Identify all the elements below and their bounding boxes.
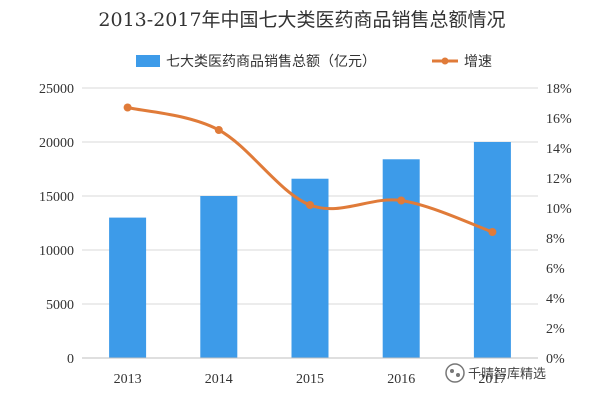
- growth-point: [214, 126, 223, 134]
- left-tick-label: 10000: [39, 244, 74, 259]
- right-tick-label: 4%: [546, 292, 565, 307]
- line-series: [123, 103, 497, 236]
- growth-point: [488, 228, 497, 236]
- right-tick-label: 2%: [546, 322, 565, 337]
- x-tick-label: 2014: [205, 372, 233, 387]
- x-tick-label: 2013: [114, 372, 142, 387]
- growth-point: [397, 196, 406, 205]
- watermark-logo-icon: [445, 363, 465, 383]
- right-tick-label: 6%: [546, 262, 565, 277]
- chart-title: 2013-2017年中国七大类医药商品销售总额情况: [98, 9, 505, 31]
- x-tick-label: 2016: [387, 372, 415, 387]
- left-tick-label: 25000: [39, 82, 74, 97]
- bar: [200, 196, 238, 358]
- legend-bar-label: 七大类医药商品销售总额（亿元）: [166, 54, 376, 70]
- growth-point: [123, 103, 132, 112]
- x-tick-label: 2015: [296, 372, 324, 387]
- right-tick-label: 18%: [546, 82, 572, 97]
- left-tick-label: 20000: [39, 136, 74, 151]
- bar: [109, 217, 147, 358]
- x-axis: 2013 2014 2015 2016 2017: [82, 357, 538, 387]
- right-tick-label: 12%: [546, 172, 572, 187]
- legend-bar-swatch: [136, 55, 160, 67]
- left-tick-label: 15000: [39, 190, 74, 205]
- bar: [473, 142, 511, 358]
- bar: [382, 159, 420, 358]
- right-tick-label: 14%: [546, 142, 572, 157]
- legend-line-label: 增速: [464, 54, 492, 70]
- right-tick-label: 0%: [546, 352, 565, 367]
- growth-point: [306, 201, 314, 209]
- right-tick-label: 16%: [546, 112, 572, 127]
- left-axis: 0 5000 10000 15000 20000 25000: [39, 82, 74, 367]
- legend-line-marker: [441, 57, 449, 65]
- watermark-text: 千晴智库精选: [468, 366, 546, 382]
- left-tick-label: 5000: [46, 298, 74, 313]
- watermark-logo-dot-2: [456, 373, 460, 377]
- right-tick-label: 8%: [546, 232, 565, 247]
- right-axis: 0% 2% 4% 6% 8% 10% 12% 14% 16% 18%: [546, 82, 572, 367]
- bar-series: [109, 142, 511, 358]
- x-tick-label: 2017: [478, 372, 506, 387]
- right-tick-label: 10%: [546, 202, 572, 217]
- left-tick-label: 0: [67, 352, 74, 367]
- legend: 七大类医药商品销售总额（亿元） 增速: [136, 54, 492, 70]
- watermark: 千晴智库精选: [445, 363, 546, 383]
- watermark-logo-dot: [450, 369, 454, 373]
